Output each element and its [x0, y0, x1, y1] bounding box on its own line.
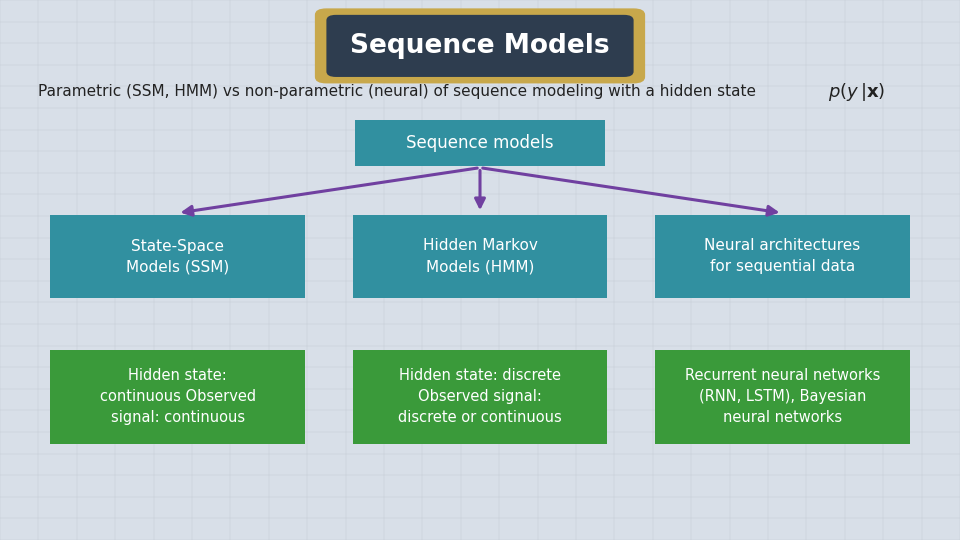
Text: Neural architectures
for sequential data: Neural architectures for sequential data	[705, 239, 860, 274]
Text: Recurrent neural networks
(RNN, LSTM), Bayesian
neural networks: Recurrent neural networks (RNN, LSTM), B…	[684, 368, 880, 426]
Text: Hidden state: discrete
Observed signal:
discrete or continuous: Hidden state: discrete Observed signal: …	[398, 368, 562, 426]
FancyBboxPatch shape	[50, 350, 305, 444]
Text: Hidden state:
continuous Observed
signal: continuous: Hidden state: continuous Observed signal…	[100, 368, 255, 426]
FancyBboxPatch shape	[655, 350, 909, 444]
Text: $p(y\,|\mathbf{x})$: $p(y\,|\mathbf{x})$	[828, 81, 885, 103]
Text: Sequence models: Sequence models	[406, 134, 554, 152]
Text: Parametric (SSM, HMM) vs non-parametric (neural) of sequence modeling with a hid: Parametric (SSM, HMM) vs non-parametric …	[38, 84, 766, 99]
Text: Hidden Markov
Models (HMM): Hidden Markov Models (HMM)	[422, 239, 538, 274]
Text: Sequence Models: Sequence Models	[350, 33, 610, 59]
FancyBboxPatch shape	[655, 214, 909, 298]
FancyBboxPatch shape	[315, 8, 645, 83]
FancyBboxPatch shape	[353, 214, 608, 298]
FancyBboxPatch shape	[50, 214, 305, 298]
Text: State-Space
Models (SSM): State-Space Models (SSM)	[126, 239, 229, 274]
FancyBboxPatch shape	[326, 15, 634, 77]
FancyBboxPatch shape	[355, 120, 605, 166]
FancyBboxPatch shape	[353, 350, 608, 444]
